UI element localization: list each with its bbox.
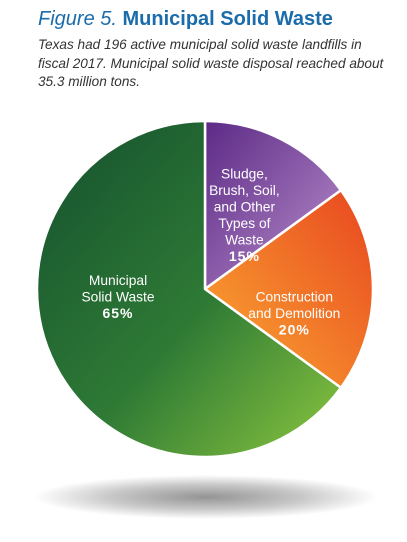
slice-label-line: Solid Waste	[81, 290, 154, 305]
slice-label-line: and Demolition	[248, 306, 340, 321]
slice-label-line: and Other	[214, 200, 276, 215]
figure-header: Figure 5. Municipal Solid Waste Texas ha…	[38, 6, 400, 92]
slice-label-construction-demolition: Construction and Demolition 20%	[248, 289, 340, 337]
pie-shadow	[34, 475, 378, 519]
slice-value-sludge-brush-soil-other: 15%	[229, 248, 260, 264]
slice-label-line: Construction	[256, 289, 333, 304]
pie-slice-construction-demolition	[203, 189, 375, 389]
figure-caption: Texas had 196 active municipal solid was…	[38, 37, 384, 89]
slice-label-line: Brush, Soil,	[209, 183, 280, 198]
slice-value-construction-demolition: 20%	[279, 321, 310, 337]
slice-label-municipal-solid-waste: Municipal Solid Waste 65%	[81, 273, 154, 321]
pie-slices	[35, 119, 375, 459]
figure-title-text: Municipal Solid Waste	[122, 8, 333, 30]
slice-label-line: Municipal	[89, 273, 147, 288]
pie-labels: Sludge, Brush, Soil, and Other Types of Wast…	[81, 167, 340, 338]
slice-label-line: Waste	[225, 233, 264, 248]
slice-label-line: Types of	[218, 216, 270, 231]
slice-value-municipal-solid-waste: 65%	[102, 305, 133, 321]
figure-title: Figure 5. Municipal Solid Waste	[38, 6, 400, 32]
pie-slice-sludge-brush-soil-other	[203, 119, 343, 291]
figure-label: Figure 5.	[38, 8, 117, 30]
pie-slice-municipal-solid-waste	[35, 119, 343, 459]
slice-label-sludge-brush-soil-other: Sludge, Brush, Soil, and Other Types of Wast…	[209, 167, 280, 265]
slice-label-line: Sludge,	[221, 167, 268, 182]
